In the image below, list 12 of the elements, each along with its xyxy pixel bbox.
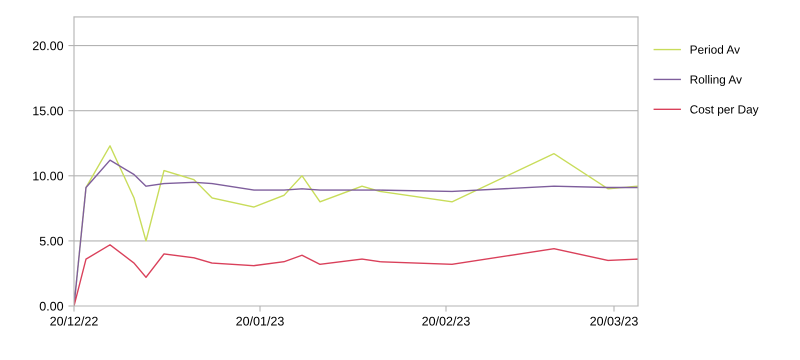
- x-tick-label: 20/01/23: [236, 316, 284, 326]
- legend-label: Period Av: [690, 45, 740, 54]
- y-tick-label: 5.00: [40, 236, 64, 246]
- y-tick-label: 0.00: [40, 302, 64, 311]
- y-tick-label: 15.00: [33, 106, 64, 116]
- legend-label: Rolling Av: [690, 75, 742, 86]
- x-tick-label: 20/12/22: [50, 316, 98, 326]
- x-tick-label: 20/02/23: [422, 316, 470, 326]
- x-tick-label: 20/03/23: [590, 316, 638, 326]
- legend-label: Cost per Day: [690, 105, 759, 116]
- y-tick-label: 20.00: [32, 41, 64, 50]
- y-tick-label: 10.00: [33, 172, 64, 180]
